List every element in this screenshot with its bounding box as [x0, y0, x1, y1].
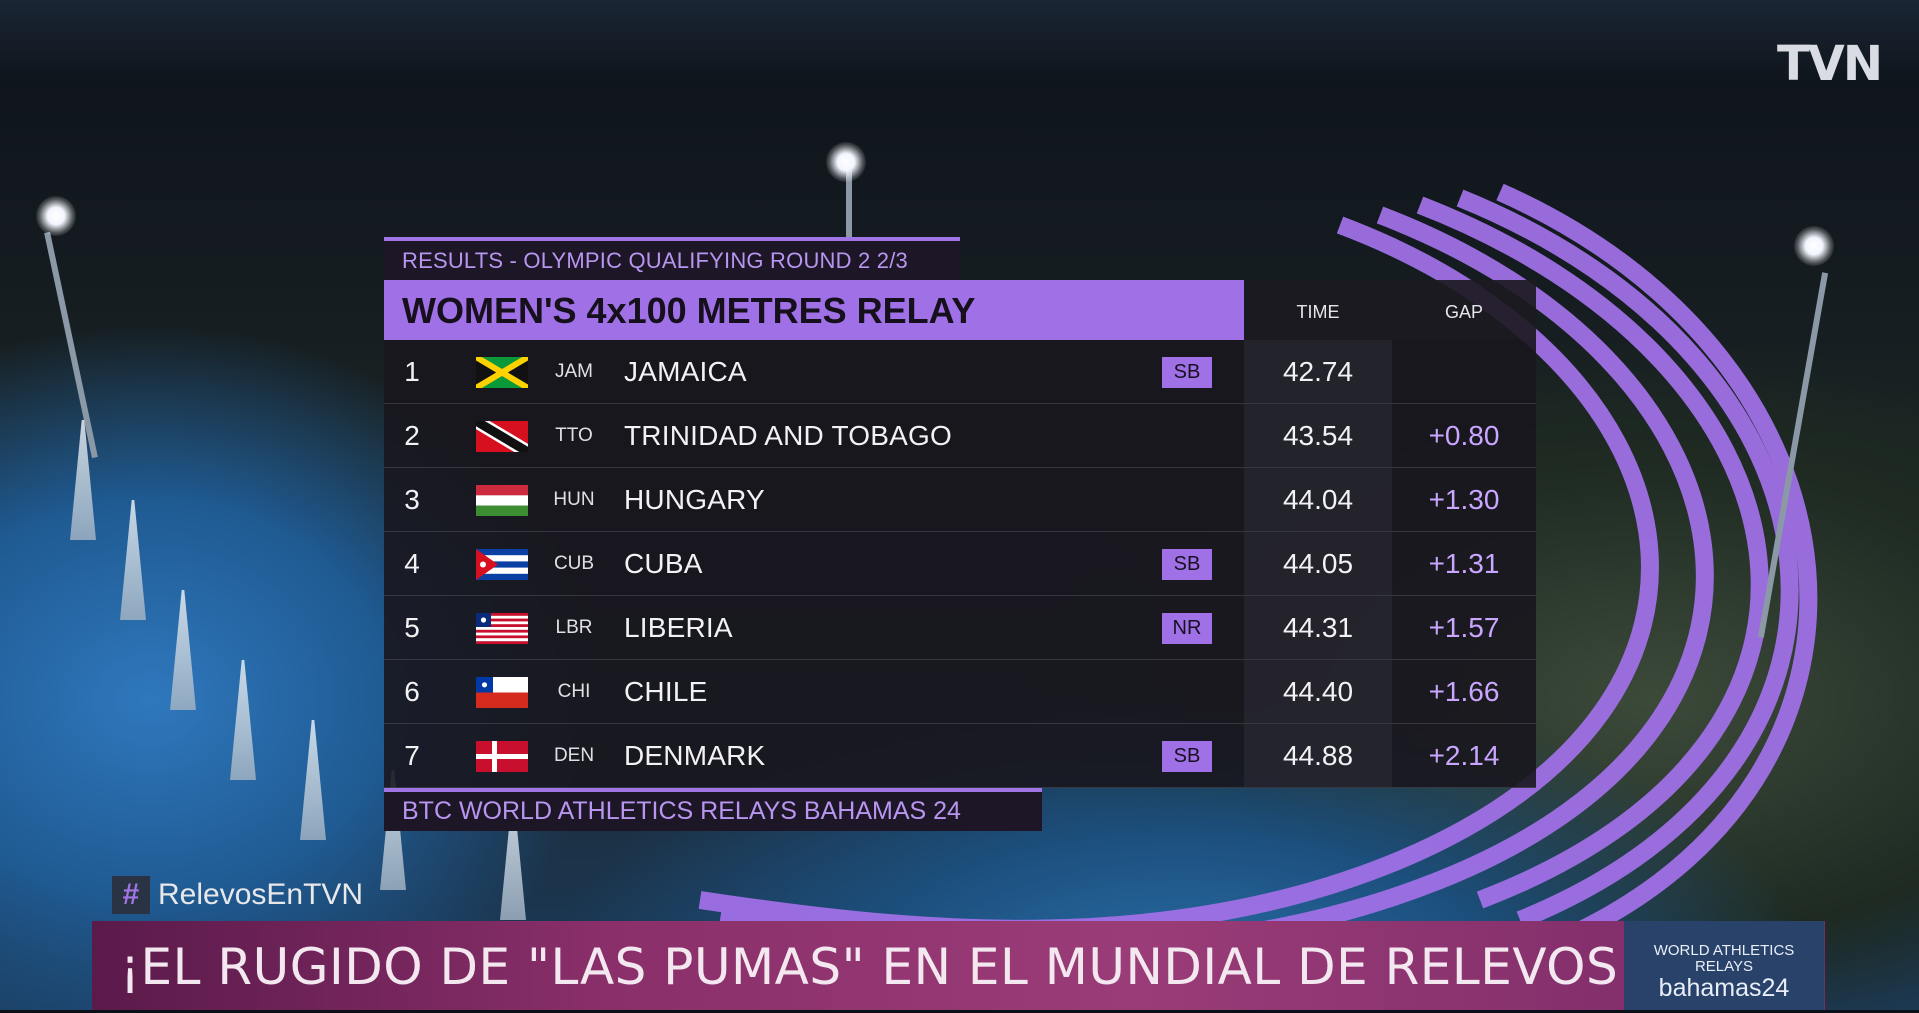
floodlight — [826, 142, 866, 182]
result-time: 43.54 — [1244, 404, 1392, 467]
event-logo-line3: bahamas24 — [1658, 974, 1790, 1002]
result-gap: +1.66 — [1428, 676, 1500, 707]
tvn-logo: TVN — [1776, 36, 1883, 92]
results-table: 1 JAM JAMAICA SB 42.74 2 TTO TRINIDAD AN… — [384, 340, 1536, 788]
result-gap: +1.30 — [1428, 484, 1500, 515]
event-logo-line1: WORLD ATHLETICS — [1653, 942, 1795, 959]
event-logo-line2: RELAYS — [1694, 958, 1754, 975]
country-name: DENMARK — [624, 740, 766, 771]
country-code: TTO — [555, 425, 593, 446]
country-code: HUN — [553, 489, 595, 510]
result-gap: +0.80 — [1428, 420, 1500, 451]
liberia-flag-icon — [476, 613, 528, 644]
result-gap: +1.31 — [1428, 548, 1500, 579]
rank: 5 — [404, 612, 420, 643]
table-row: 4 CUB CUBA SB 44.05 +1.31 — [384, 532, 1536, 596]
column-headers: TIME GAP — [1244, 280, 1536, 340]
result-gap: +2.14 — [1428, 740, 1500, 771]
result-time: 44.88 — [1244, 724, 1392, 787]
rank: 4 — [404, 548, 420, 579]
jamaica-flag-icon — [476, 357, 528, 388]
result-time: 44.40 — [1244, 660, 1392, 723]
record-badge: SB — [1162, 741, 1212, 772]
results-board-footer: BTC WORLD ATHLETICS RELAYS BAHAMAS 24 — [384, 788, 1042, 831]
hungary-flag-icon — [476, 485, 528, 516]
trinidad-flag-icon — [476, 421, 528, 452]
table-row: 3 HUN HUNGARY 44.04 +1.30 — [384, 468, 1536, 532]
event-title: WOMEN'S 4x100 METRES RELAY — [384, 280, 1244, 340]
country-name: JAMAICA — [624, 356, 747, 387]
hashtag-icon: # — [112, 876, 150, 914]
result-time: 42.74 — [1244, 340, 1392, 403]
hashtag: # RelevosEnTVN — [112, 876, 363, 914]
floodlight — [1794, 226, 1834, 266]
country-code: LBR — [555, 617, 593, 638]
rank: 2 — [404, 420, 420, 451]
floodlight-pole — [846, 170, 852, 240]
country-name: CUBA — [624, 548, 703, 579]
result-time: 44.05 — [1244, 532, 1392, 595]
chile-flag-icon — [476, 677, 528, 708]
column-header-gap: GAP — [1444, 302, 1483, 322]
country-code: CHI — [557, 681, 591, 702]
table-row: 2 TTO TRINIDAD AND TOBAGO 43.54 +0.80 — [384, 404, 1536, 468]
ticker-headline: ¡EL RUGIDO DE "LAS PUMAS" EN EL MUNDIAL … — [120, 938, 1639, 996]
table-row: 1 JAM JAMAICA SB 42.74 — [384, 340, 1536, 404]
results-board-header: RESULTS - OLYMPIC QUALIFYING ROUND 2 2/3 — [384, 237, 960, 280]
country-code: CUB — [553, 553, 595, 574]
rank: 3 — [404, 484, 420, 515]
cuba-flag-icon — [476, 549, 528, 580]
country-name: TRINIDAD AND TOBAGO — [624, 420, 952, 451]
record-badge: SB — [1162, 357, 1212, 388]
record-badge: NR — [1162, 613, 1212, 644]
hashtag-text: RelevosEnTVN — [158, 878, 364, 911]
table-row: 6 CHI CHILE 44.40 +1.66 — [384, 660, 1536, 724]
record-badge: SB — [1162, 549, 1212, 580]
table-row: 5 LBR LIBERIA NR 44.31 +1.57 — [384, 596, 1536, 660]
country-name: LIBERIA — [624, 612, 733, 643]
rank: 7 — [404, 740, 420, 771]
country-name: HUNGARY — [624, 484, 765, 515]
country-code: JAM — [555, 361, 593, 382]
country-code: DEN — [553, 745, 595, 766]
floodlight — [36, 196, 76, 236]
rank: 6 — [404, 676, 420, 707]
event-logo: WORLD ATHLETICS RELAYS bahamas24 — [1624, 921, 1824, 1010]
news-ticker: ¡EL RUGIDO DE "LAS PUMAS" EN EL MUNDIAL … — [92, 921, 1825, 1010]
table-row: 7 DEN DENMARK SB 44.88 +2.14 — [384, 724, 1536, 788]
denmark-flag-icon — [476, 741, 528, 772]
result-time: 44.31 — [1244, 596, 1392, 659]
country-name: CHILE — [624, 676, 708, 707]
column-header-time: TIME — [1296, 302, 1340, 322]
result-gap: +1.57 — [1428, 612, 1500, 643]
result-time: 44.04 — [1244, 468, 1392, 531]
rank: 1 — [404, 356, 420, 387]
